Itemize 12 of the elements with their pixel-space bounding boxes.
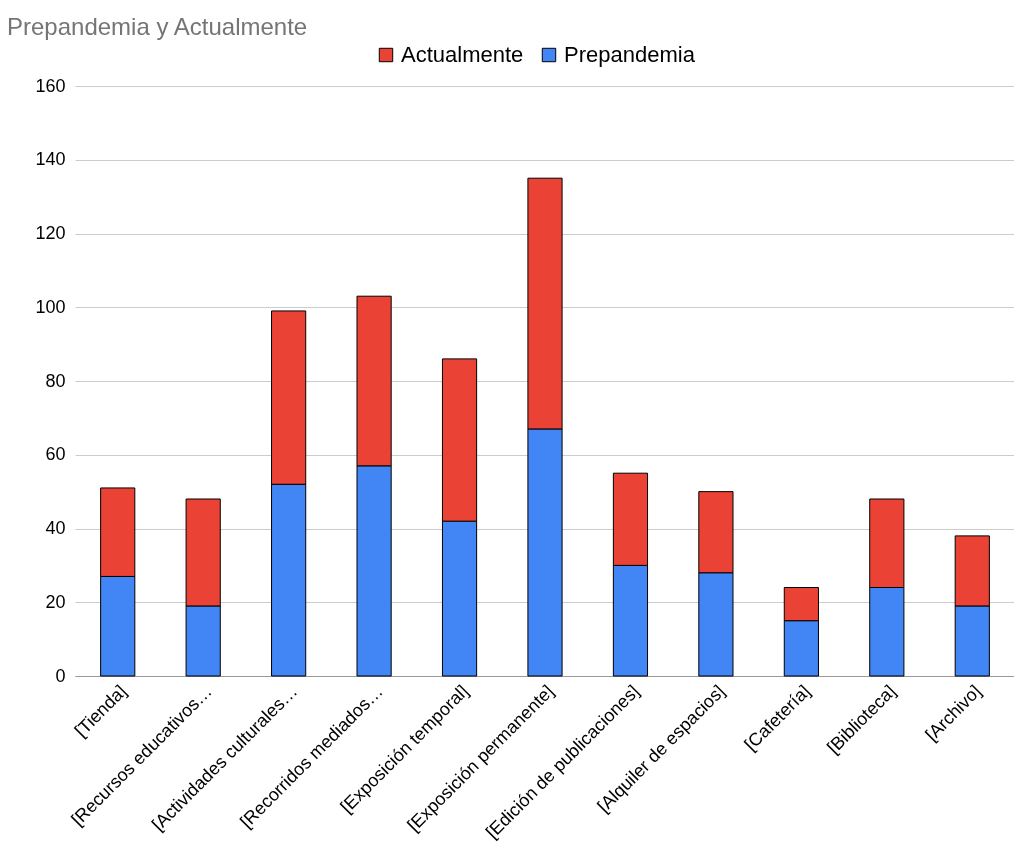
y-tick-label: 40 [45,518,66,538]
y-tick-label: 160 [35,75,66,96]
legend-label: Actualmente [401,42,524,67]
y-tick-label: 100 [35,296,66,317]
y-tick-label: 140 [35,149,66,170]
legend-label: Prepandemia [564,42,696,67]
y-tick-label: 80 [45,370,66,391]
y-tick-label: 120 [35,223,66,243]
y-tick-label: 0 [55,665,66,686]
chart-title: Prepandemia y Actualmente [7,13,308,40]
y-tick-label: 20 [45,591,66,612]
y-tick-label: 60 [45,444,66,465]
